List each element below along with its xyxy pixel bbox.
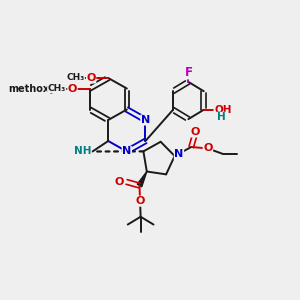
Text: O: O — [68, 83, 77, 94]
Text: CH₃: CH₃ — [48, 84, 66, 93]
Text: methoxy: methoxy — [8, 83, 55, 94]
Text: H: H — [217, 112, 226, 122]
Polygon shape — [137, 172, 147, 187]
Text: O: O — [203, 143, 213, 154]
Text: F: F — [184, 66, 192, 79]
Text: NH: NH — [74, 146, 91, 156]
Text: O: O — [191, 127, 200, 137]
Text: N: N — [122, 146, 131, 157]
Text: O: O — [114, 177, 124, 187]
Text: N: N — [174, 149, 184, 160]
Text: O: O — [86, 73, 96, 83]
Text: N: N — [141, 115, 150, 125]
Text: methoxy: methoxy — [54, 87, 61, 88]
Text: CH₃: CH₃ — [66, 74, 84, 82]
Text: O: O — [135, 196, 145, 206]
Text: OH: OH — [214, 105, 232, 115]
